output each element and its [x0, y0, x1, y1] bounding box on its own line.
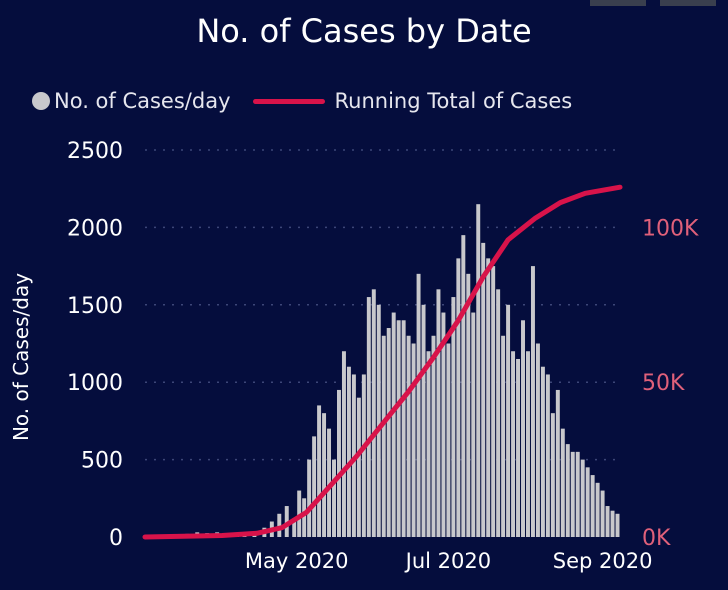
- bar: [496, 289, 501, 537]
- bar: [292, 518, 297, 537]
- bar: [406, 335, 411, 537]
- bar: [560, 428, 565, 537]
- legend-item-line[interactable]: Running Total of Cases: [252, 89, 573, 113]
- bar: [386, 328, 391, 537]
- bar: [565, 444, 570, 537]
- y-tick-label: 2000: [67, 216, 123, 241]
- legend-line-icon: [252, 98, 325, 104]
- bar: [317, 405, 322, 537]
- bar: [441, 312, 446, 537]
- legend-label-bars: No. of Cases/day: [54, 89, 231, 113]
- y2-tick-label: 0K: [642, 526, 671, 551]
- bar: [421, 304, 426, 537]
- bar: [491, 266, 496, 537]
- bar: [521, 320, 525, 537]
- bar: [366, 297, 371, 537]
- bar: [431, 335, 436, 537]
- bar: [312, 436, 317, 537]
- bar: [322, 413, 327, 537]
- y-tick-label: 1000: [67, 371, 123, 396]
- bar: [381, 335, 386, 537]
- bar: [550, 413, 555, 537]
- bar: [486, 258, 491, 537]
- bar: [580, 459, 585, 537]
- bar: [501, 335, 506, 537]
- bar: [481, 242, 486, 537]
- y-tick-label: 2500: [67, 139, 123, 164]
- bar: [327, 428, 332, 537]
- bar: [401, 320, 406, 537]
- chart-title: No. of Cases by Date: [196, 12, 532, 50]
- bar: [466, 273, 471, 537]
- y-tick-label: 500: [81, 449, 123, 474]
- bar: [302, 498, 307, 537]
- legend: No. of Cases/day Running Total of Cases: [32, 84, 594, 118]
- bar: [545, 374, 550, 537]
- y2-tick-label: 50K: [642, 371, 685, 396]
- bar: [585, 467, 590, 537]
- legend-dot-icon: [32, 92, 50, 110]
- bar: [346, 366, 351, 537]
- bar: [411, 343, 416, 537]
- bar: [526, 351, 530, 537]
- bar: [610, 510, 615, 537]
- running-total-line: [142, 184, 623, 540]
- x-tick-label: May 2020: [245, 549, 349, 573]
- bar: [436, 289, 441, 537]
- bar: [332, 459, 336, 537]
- bar: [391, 312, 396, 537]
- corner-tab-2: [660, 0, 716, 6]
- bar: [535, 343, 540, 537]
- bar: [284, 506, 289, 537]
- legend-item-bars[interactable]: No. of Cases/day: [32, 89, 231, 113]
- bar: [396, 320, 401, 537]
- legend-label-line: Running Total of Cases: [334, 89, 573, 113]
- bar: [356, 397, 361, 537]
- bar: [540, 366, 545, 537]
- y-tick-label: 0: [109, 526, 123, 551]
- bar: [416, 273, 421, 537]
- bar: [426, 351, 431, 537]
- bar: [615, 513, 620, 537]
- bar: [446, 343, 451, 537]
- x-tick-label: Sep 2020: [553, 549, 653, 573]
- bar: [570, 451, 575, 537]
- bar: [555, 389, 560, 537]
- bar: [575, 451, 580, 537]
- bar: [471, 312, 476, 537]
- bar: [600, 490, 605, 537]
- bar: [590, 475, 595, 537]
- bar: [297, 490, 302, 537]
- bar: [506, 304, 511, 537]
- x-tick-label: Jul 2020: [404, 549, 491, 573]
- bar: [336, 389, 341, 537]
- bar: [456, 258, 461, 537]
- bar: [307, 459, 312, 537]
- bar: [361, 374, 366, 537]
- bar: [277, 513, 282, 537]
- bar: [371, 289, 376, 537]
- bar: [461, 235, 466, 537]
- corner-tab-1: [590, 0, 646, 6]
- y2-tick-label: 100K: [642, 216, 699, 241]
- bar: [476, 204, 481, 537]
- y-tick-label: 1500: [67, 294, 123, 319]
- bar: [595, 482, 600, 537]
- bar: [530, 266, 535, 537]
- bar: [605, 506, 610, 537]
- bar: [511, 351, 516, 537]
- bar: [451, 297, 456, 537]
- bar: [516, 358, 521, 537]
- bar: [376, 304, 381, 537]
- bar: [341, 351, 346, 537]
